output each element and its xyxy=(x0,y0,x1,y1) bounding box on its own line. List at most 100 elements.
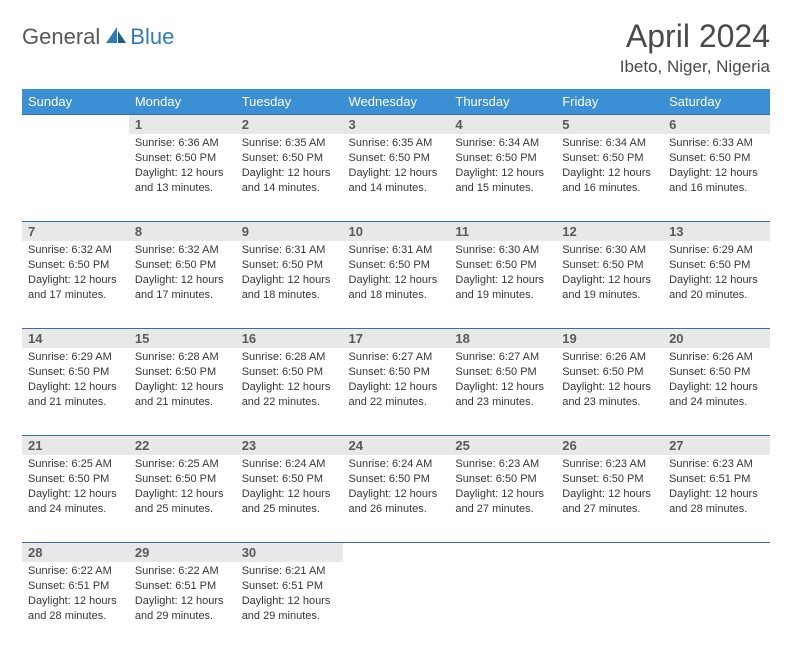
day-cell xyxy=(663,562,770,649)
sunrise-text: Sunrise: 6:25 AM xyxy=(135,457,230,472)
day-cell: Sunrise: 6:28 AMSunset: 6:50 PMDaylight:… xyxy=(236,348,343,435)
day-details: Sunrise: 6:29 AMSunset: 6:50 PMDaylight:… xyxy=(663,241,770,306)
dl1-text: Daylight: 12 hours xyxy=(455,487,550,502)
location: Ibeto, Niger, Nigeria xyxy=(620,57,770,77)
dl2-text: and 23 minutes. xyxy=(562,395,657,410)
sunrise-text: Sunrise: 6:34 AM xyxy=(455,136,550,151)
weekday-header: Monday xyxy=(129,89,236,114)
day-number: 26 xyxy=(556,435,663,455)
sunrise-text: Sunrise: 6:25 AM xyxy=(28,457,123,472)
daynum-row: 123456 xyxy=(22,114,770,134)
day-details: Sunrise: 6:35 AMSunset: 6:50 PMDaylight:… xyxy=(236,134,343,199)
dl2-text: and 25 minutes. xyxy=(135,502,230,517)
sunset-text: Sunset: 6:50 PM xyxy=(669,258,764,273)
day-details: Sunrise: 6:23 AMSunset: 6:50 PMDaylight:… xyxy=(449,455,556,520)
sunrise-text: Sunrise: 6:27 AM xyxy=(455,350,550,365)
day-number: 8 xyxy=(129,221,236,241)
day-cell: Sunrise: 6:24 AMSunset: 6:50 PMDaylight:… xyxy=(343,455,450,542)
dl1-text: Daylight: 12 hours xyxy=(349,166,444,181)
day-cell: Sunrise: 6:34 AMSunset: 6:50 PMDaylight:… xyxy=(556,134,663,221)
day-cell: Sunrise: 6:22 AMSunset: 6:51 PMDaylight:… xyxy=(129,562,236,649)
day-details: Sunrise: 6:24 AMSunset: 6:50 PMDaylight:… xyxy=(343,455,450,520)
sunset-text: Sunset: 6:50 PM xyxy=(669,151,764,166)
day-details: Sunrise: 6:33 AMSunset: 6:50 PMDaylight:… xyxy=(663,134,770,199)
dl1-text: Daylight: 12 hours xyxy=(242,487,337,502)
sunrise-text: Sunrise: 6:36 AM xyxy=(135,136,230,151)
sunset-text: Sunset: 6:50 PM xyxy=(455,151,550,166)
dl2-text: and 14 minutes. xyxy=(349,181,444,196)
sunrise-text: Sunrise: 6:23 AM xyxy=(669,457,764,472)
sunrise-text: Sunrise: 6:31 AM xyxy=(349,243,444,258)
dl1-text: Daylight: 12 hours xyxy=(28,380,123,395)
logo-sail-icon xyxy=(105,26,127,49)
day-details: Sunrise: 6:27 AMSunset: 6:50 PMDaylight:… xyxy=(449,348,556,413)
day-cell: Sunrise: 6:21 AMSunset: 6:51 PMDaylight:… xyxy=(236,562,343,649)
day-cell: Sunrise: 6:31 AMSunset: 6:50 PMDaylight:… xyxy=(236,241,343,328)
sunrise-text: Sunrise: 6:22 AM xyxy=(28,564,123,579)
dl1-text: Daylight: 12 hours xyxy=(135,594,230,609)
dl1-text: Daylight: 12 hours xyxy=(242,273,337,288)
sunset-text: Sunset: 6:50 PM xyxy=(455,258,550,273)
dl2-text: and 27 minutes. xyxy=(562,502,657,517)
sunrise-text: Sunrise: 6:24 AM xyxy=(349,457,444,472)
sunrise-text: Sunrise: 6:23 AM xyxy=(455,457,550,472)
weekday-header: Saturday xyxy=(663,89,770,114)
sunrise-text: Sunrise: 6:23 AM xyxy=(562,457,657,472)
day-cell: Sunrise: 6:27 AMSunset: 6:50 PMDaylight:… xyxy=(449,348,556,435)
day-details: Sunrise: 6:27 AMSunset: 6:50 PMDaylight:… xyxy=(343,348,450,413)
weekday-header-row: Sunday Monday Tuesday Wednesday Thursday… xyxy=(22,89,770,114)
dl1-text: Daylight: 12 hours xyxy=(242,380,337,395)
sunrise-text: Sunrise: 6:33 AM xyxy=(669,136,764,151)
day-details: Sunrise: 6:23 AMSunset: 6:50 PMDaylight:… xyxy=(556,455,663,520)
day-cell: Sunrise: 6:32 AMSunset: 6:50 PMDaylight:… xyxy=(129,241,236,328)
dl2-text: and 27 minutes. xyxy=(455,502,550,517)
day-number: 20 xyxy=(663,328,770,348)
day-cell: Sunrise: 6:25 AMSunset: 6:50 PMDaylight:… xyxy=(129,455,236,542)
dl2-text: and 17 minutes. xyxy=(135,288,230,303)
sunrise-text: Sunrise: 6:32 AM xyxy=(135,243,230,258)
sunrise-text: Sunrise: 6:28 AM xyxy=(135,350,230,365)
dl1-text: Daylight: 12 hours xyxy=(135,273,230,288)
day-number xyxy=(449,542,556,547)
dl2-text: and 28 minutes. xyxy=(669,502,764,517)
day-number xyxy=(22,114,129,119)
day-number: 1 xyxy=(129,114,236,134)
dl1-text: Daylight: 12 hours xyxy=(135,380,230,395)
day-cell: Sunrise: 6:25 AMSunset: 6:50 PMDaylight:… xyxy=(22,455,129,542)
day-details: Sunrise: 6:29 AMSunset: 6:50 PMDaylight:… xyxy=(22,348,129,413)
sunrise-text: Sunrise: 6:35 AM xyxy=(349,136,444,151)
dl1-text: Daylight: 12 hours xyxy=(669,380,764,395)
day-number xyxy=(556,542,663,547)
day-number: 13 xyxy=(663,221,770,241)
logo-text-general: General xyxy=(22,24,100,50)
dl1-text: Daylight: 12 hours xyxy=(669,273,764,288)
day-cell: Sunrise: 6:22 AMSunset: 6:51 PMDaylight:… xyxy=(22,562,129,649)
day-cell: Sunrise: 6:30 AMSunset: 6:50 PMDaylight:… xyxy=(449,241,556,328)
day-number: 29 xyxy=(129,542,236,562)
weekday-header: Tuesday xyxy=(236,89,343,114)
daynum-row: 78910111213 xyxy=(22,221,770,241)
sunset-text: Sunset: 6:51 PM xyxy=(669,472,764,487)
day-number: 2 xyxy=(236,114,343,134)
day-details: Sunrise: 6:22 AMSunset: 6:51 PMDaylight:… xyxy=(129,562,236,627)
logo-text-blue: Blue xyxy=(130,24,174,50)
sunrise-text: Sunrise: 6:34 AM xyxy=(562,136,657,151)
sunrise-text: Sunrise: 6:22 AM xyxy=(135,564,230,579)
day-cell: Sunrise: 6:36 AMSunset: 6:50 PMDaylight:… xyxy=(129,134,236,221)
sunrise-text: Sunrise: 6:27 AM xyxy=(349,350,444,365)
dl1-text: Daylight: 12 hours xyxy=(28,487,123,502)
day-details: Sunrise: 6:31 AMSunset: 6:50 PMDaylight:… xyxy=(343,241,450,306)
calendar-table: Sunday Monday Tuesday Wednesday Thursday… xyxy=(22,89,770,649)
sunset-text: Sunset: 6:51 PM xyxy=(28,579,123,594)
dl1-text: Daylight: 12 hours xyxy=(562,273,657,288)
sunrise-text: Sunrise: 6:28 AM xyxy=(242,350,337,365)
day-details: Sunrise: 6:22 AMSunset: 6:51 PMDaylight:… xyxy=(22,562,129,627)
day-number: 23 xyxy=(236,435,343,455)
dl1-text: Daylight: 12 hours xyxy=(242,166,337,181)
dl2-text: and 16 minutes. xyxy=(669,181,764,196)
day-details: Sunrise: 6:25 AMSunset: 6:50 PMDaylight:… xyxy=(129,455,236,520)
day-number: 22 xyxy=(129,435,236,455)
sunset-text: Sunset: 6:50 PM xyxy=(455,472,550,487)
day-cell: Sunrise: 6:26 AMSunset: 6:50 PMDaylight:… xyxy=(556,348,663,435)
day-number: 10 xyxy=(343,221,450,241)
